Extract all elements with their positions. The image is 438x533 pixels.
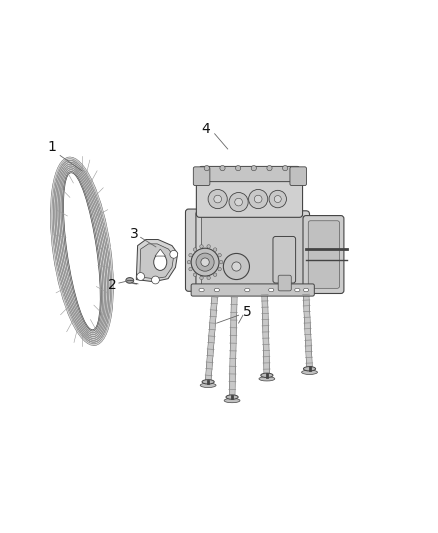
Ellipse shape <box>219 261 223 264</box>
FancyBboxPatch shape <box>199 166 300 182</box>
Ellipse shape <box>251 166 256 171</box>
Text: 1: 1 <box>47 140 56 154</box>
Ellipse shape <box>224 398 240 403</box>
Ellipse shape <box>193 273 197 277</box>
Ellipse shape <box>268 288 274 292</box>
Ellipse shape <box>232 262 241 271</box>
Ellipse shape <box>202 379 214 384</box>
FancyBboxPatch shape <box>191 284 314 296</box>
Ellipse shape <box>236 166 241 171</box>
Ellipse shape <box>223 254 250 279</box>
Text: 5: 5 <box>243 305 252 319</box>
Ellipse shape <box>137 272 145 280</box>
Ellipse shape <box>214 288 219 292</box>
Ellipse shape <box>207 276 210 280</box>
Ellipse shape <box>254 195 262 203</box>
Ellipse shape <box>304 367 316 371</box>
FancyBboxPatch shape <box>290 167 307 185</box>
Polygon shape <box>155 249 166 256</box>
Ellipse shape <box>302 370 318 375</box>
Ellipse shape <box>64 173 100 330</box>
FancyBboxPatch shape <box>196 176 303 217</box>
Ellipse shape <box>283 166 288 171</box>
Ellipse shape <box>208 189 227 208</box>
Ellipse shape <box>200 245 203 248</box>
Ellipse shape <box>201 258 209 266</box>
FancyBboxPatch shape <box>303 215 344 294</box>
Ellipse shape <box>261 373 273 377</box>
Polygon shape <box>136 239 178 282</box>
Text: 2: 2 <box>108 278 117 292</box>
Ellipse shape <box>218 268 221 271</box>
FancyBboxPatch shape <box>308 221 339 288</box>
Ellipse shape <box>245 288 250 292</box>
Ellipse shape <box>199 288 204 292</box>
Polygon shape <box>140 244 174 279</box>
Ellipse shape <box>204 166 209 171</box>
Ellipse shape <box>213 273 217 277</box>
Ellipse shape <box>152 276 159 284</box>
Ellipse shape <box>304 288 309 292</box>
Ellipse shape <box>226 395 238 399</box>
Text: 4: 4 <box>201 123 210 136</box>
FancyBboxPatch shape <box>201 215 304 288</box>
Ellipse shape <box>259 377 275 381</box>
Ellipse shape <box>229 192 248 212</box>
Ellipse shape <box>189 268 192 271</box>
Ellipse shape <box>191 248 219 276</box>
Ellipse shape <box>187 261 191 264</box>
Ellipse shape <box>267 166 272 171</box>
Ellipse shape <box>207 245 210 248</box>
Text: 3: 3 <box>130 227 138 241</box>
Ellipse shape <box>295 288 300 292</box>
Ellipse shape <box>274 196 281 203</box>
Ellipse shape <box>154 254 167 270</box>
Ellipse shape <box>193 248 197 251</box>
Ellipse shape <box>200 276 203 280</box>
Ellipse shape <box>189 253 192 257</box>
Ellipse shape <box>196 253 214 271</box>
Ellipse shape <box>220 166 225 171</box>
Ellipse shape <box>213 248 217 251</box>
Ellipse shape <box>170 251 178 258</box>
FancyBboxPatch shape <box>273 237 296 283</box>
Ellipse shape <box>200 383 216 387</box>
Ellipse shape <box>218 253 221 257</box>
Ellipse shape <box>269 190 286 208</box>
Ellipse shape <box>126 278 134 283</box>
FancyBboxPatch shape <box>196 211 310 294</box>
Ellipse shape <box>50 157 113 345</box>
Ellipse shape <box>249 189 268 208</box>
FancyBboxPatch shape <box>278 275 291 291</box>
FancyBboxPatch shape <box>185 209 224 292</box>
Ellipse shape <box>235 198 242 206</box>
Ellipse shape <box>214 195 222 203</box>
FancyBboxPatch shape <box>193 167 210 185</box>
